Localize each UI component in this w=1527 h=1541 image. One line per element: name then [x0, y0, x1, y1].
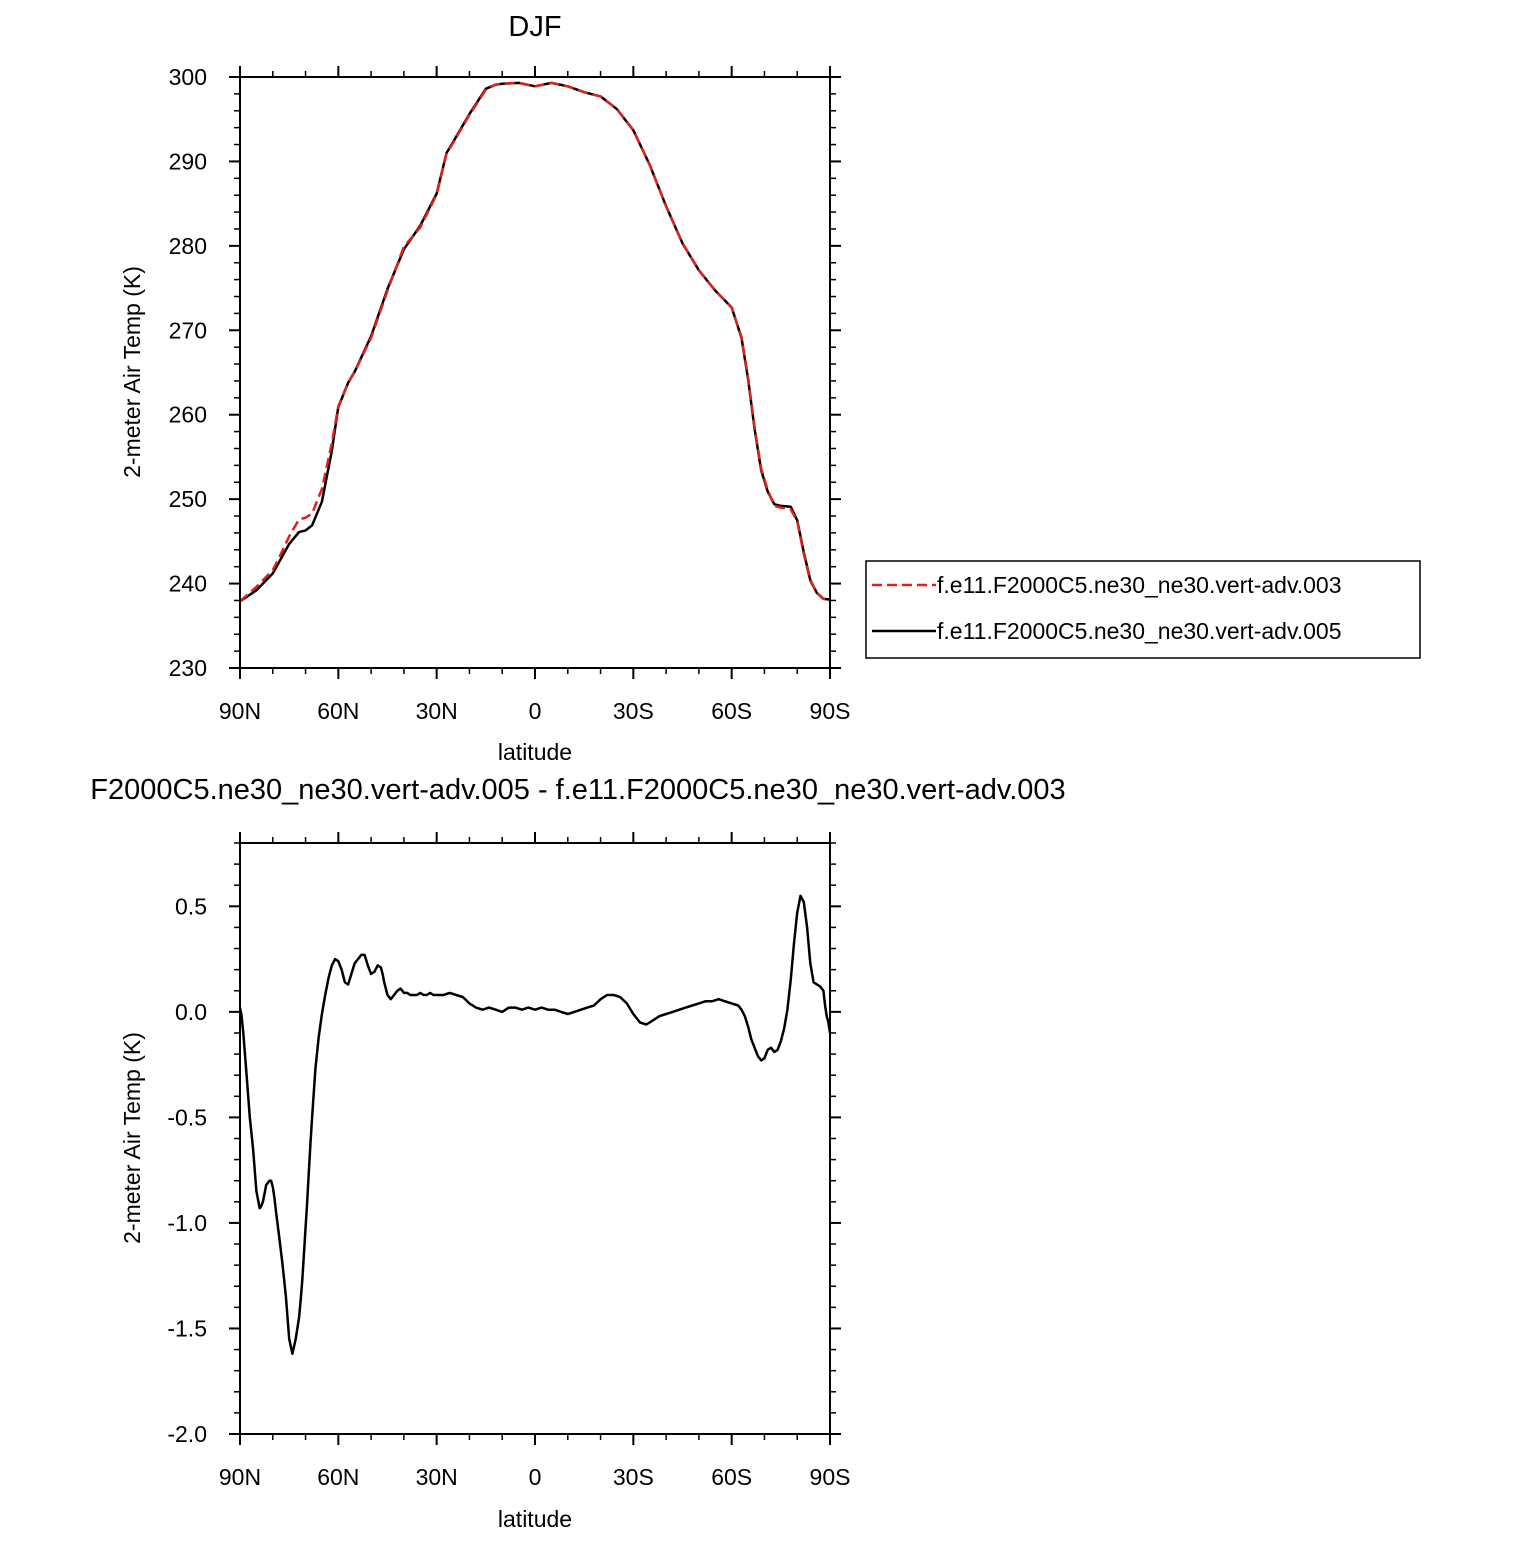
- x-tick-label: 60N: [317, 698, 359, 724]
- diff-y-tick-label: 0.0: [175, 999, 207, 1025]
- diff-y-tick-label: -2.0: [167, 1421, 207, 1447]
- y-tick-label: 260: [169, 402, 207, 428]
- chart-title: DJF: [508, 11, 561, 43]
- plot-frame: [239, 76, 831, 669]
- diff-x-tick-label: 60S: [711, 1464, 752, 1490]
- y-tick-label: 270: [169, 317, 207, 343]
- diff-x-tick-label: 90N: [219, 1464, 261, 1490]
- series-line-1: [239, 81, 831, 603]
- y-tick-label: 230: [169, 655, 207, 681]
- diff-y-tick-label: 0.5: [175, 893, 207, 919]
- x-tick-label: 90S: [810, 698, 851, 724]
- difference-plot: F2000C5.ne30_ne30.vert-adv.005 - f.e11.F…: [90, 774, 1065, 1532]
- legend-label-003: f.e11.F2000C5.ne30_ne30.vert-adv.003: [937, 572, 1342, 598]
- x-tick-label: 30N: [416, 698, 458, 724]
- y-tick-label: 290: [169, 148, 207, 174]
- y-axis-label-bottom: 2-meter Air Temp (K): [119, 1032, 145, 1244]
- series-lines: [239, 81, 831, 603]
- diff-y-tick-label: -0.5: [167, 1104, 207, 1130]
- temperature-plot: DJF 2-meter Air Temp (K) latitude 90N 60N…: [119, 11, 850, 765]
- difference-title: F2000C5.ne30_ne30.vert-adv.005 - f.e11.F…: [90, 774, 1065, 806]
- diff-x-tick-label: 0: [529, 1464, 542, 1490]
- y-tick-label: 250: [169, 486, 207, 512]
- axis-ticks: 90N 60N 30N 0 30S 60S 90S 230 240 250 260 270 280 290…: [169, 64, 851, 724]
- x-axis-label: latitude: [498, 739, 572, 765]
- diff-y-tick-label: -1.0: [167, 1210, 207, 1236]
- y-tick-label: 300: [169, 64, 207, 90]
- x-tick-label: 60S: [711, 698, 752, 724]
- axis-ticks-bottom: 90N 60N 30N 0 30S 60S 90S -2.0 -1.5 -1.0 -0.5 0.0 0.…: [167, 832, 850, 1490]
- series-line-0: [239, 81, 831, 603]
- diff-y-tick-label: -1.5: [167, 1315, 207, 1341]
- series-lines-bottom: [238, 894, 832, 1356]
- legend: f.e11.F2000C5.ne30_ne30.vert-adv.003 f.e…: [865, 560, 1421, 659]
- x-tick-label: 90N: [219, 698, 261, 724]
- x-tick-label: 0: [529, 698, 542, 724]
- plot-frame-bottom: [239, 842, 831, 1435]
- diff-x-tick-label: 60N: [317, 1464, 359, 1490]
- diff-x-tick-label: 90S: [810, 1464, 851, 1490]
- y-tick-label: 280: [169, 233, 207, 259]
- diff-series-line-0: [238, 894, 832, 1356]
- x-tick-label: 30S: [613, 698, 654, 724]
- legend-box: [865, 560, 1421, 659]
- diff-x-tick-label: 30N: [416, 1464, 458, 1490]
- y-axis-label: 2-meter Air Temp (K): [119, 266, 145, 478]
- x-axis-label-bottom: latitude: [498, 1506, 572, 1532]
- diff-x-tick-label: 30S: [613, 1464, 654, 1490]
- y-tick-label: 240: [169, 571, 207, 597]
- legend-label-005: f.e11.F2000C5.ne30_ne30.vert-adv.005: [937, 618, 1342, 644]
